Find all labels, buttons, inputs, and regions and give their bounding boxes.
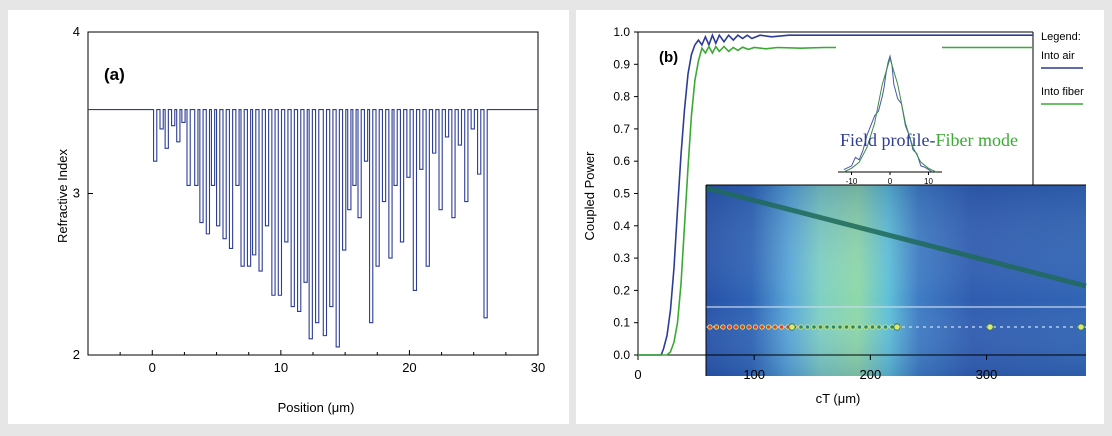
- waveguide-marker: [837, 324, 843, 330]
- panel-b-y-axis-label: Coupled Power: [582, 151, 597, 241]
- refractive-index-line: [88, 108, 538, 348]
- panel-b-y-tick-label: 0.5: [613, 187, 630, 201]
- inset-x-tick-label: -10: [846, 177, 858, 186]
- waveguide-marker: [876, 324, 882, 330]
- panel-a-x-axis-label: Position (μm): [278, 400, 355, 415]
- svg-text:Field profile-Fiber mode: Field profile-Fiber mode: [840, 130, 1018, 150]
- waveguide-marker: [739, 324, 746, 330]
- inset-x-tick-label: 0: [888, 177, 893, 186]
- panel-b-y-tick-label: 0.6: [613, 154, 630, 168]
- panel-b-y-tick-label: 0.3: [613, 251, 630, 265]
- waveguide-marker-large: [1077, 323, 1085, 331]
- series-line-into-fiber: [638, 44, 1033, 356]
- panel-a-y-tick-label: 4: [73, 24, 80, 39]
- panel-b-y-tick-label: 0.1: [613, 316, 630, 330]
- waveguide-marker: [726, 324, 733, 330]
- waveguide-marker: [850, 324, 856, 330]
- inset-title-fiber-mode: Fiber mode: [935, 130, 1018, 150]
- panel-b-y-tick-label: 0.4: [613, 219, 630, 233]
- legend-entry-into-fiber: Into fiber: [1041, 86, 1084, 98]
- field-profile-inset: -10 0 10 Field profile-Fiber mode: [836, 46, 1018, 186]
- legend: Legend: Into air Into fiber: [1041, 31, 1084, 105]
- waveguide-marker-large: [893, 323, 901, 331]
- panel-a-y-tick-label: 3: [73, 186, 80, 201]
- waveguide-marker: [798, 324, 804, 330]
- waveguide-marker: [863, 324, 869, 330]
- waveguide-marker-large: [788, 323, 796, 331]
- waveguide-marker: [733, 324, 739, 330]
- panel-b-x-axis-label: cT (μm): [816, 391, 861, 406]
- panel-a-y-axis-label: Refractive Index: [55, 149, 70, 243]
- panel-b-x-tick-label: 100: [743, 367, 765, 382]
- panel-b-x-tick-label: 0: [634, 367, 641, 382]
- inset-fiber-mode-curve: [843, 56, 937, 173]
- inset-title-field-profile: Field profile-: [840, 130, 935, 150]
- panel-b-y-tick-label: 0.7: [613, 122, 630, 136]
- legend-entry-into-air: Into air: [1041, 50, 1075, 62]
- waveguide-marker: [713, 324, 720, 330]
- panel-b-y-tick-label: 0.2: [613, 283, 630, 297]
- waveguide-marker: [830, 324, 837, 330]
- waveguide-marker: [817, 324, 824, 330]
- waveguide-marker: [720, 324, 726, 330]
- panel-b-label: (b): [659, 49, 678, 66]
- panel-a-x-tick-label: 20: [402, 360, 416, 375]
- panel-a-x-tick-label: 0: [149, 360, 156, 375]
- series-line-into-air: [638, 32, 1033, 356]
- panel-a-x-tick-label: 10: [274, 360, 288, 375]
- waveguide-markers: [707, 323, 1085, 331]
- waveguide-marker: [759, 324, 765, 330]
- waveguide-marker: [869, 324, 876, 330]
- panel-b-y-tick-label: 0.8: [613, 90, 630, 104]
- waveguide-marker-large: [986, 323, 994, 331]
- waveguide-marker: [856, 324, 863, 330]
- waveguide-marker: [778, 324, 785, 330]
- panel-a-label: (a): [104, 65, 125, 84]
- waveguide-marker: [746, 324, 752, 330]
- simulation-field-heatmap: [705, 184, 1087, 376]
- panel-b-y-tick-label: 1.0: [613, 25, 630, 39]
- inset-x-tick-label: 10: [924, 177, 933, 186]
- panel-b-x-tick-label: 200: [860, 367, 882, 382]
- legend-title: Legend:: [1041, 31, 1081, 43]
- waveguide-marker: [843, 324, 850, 330]
- panel-b-x-tick-label: 300: [976, 367, 998, 382]
- panel-b-y-tick-label: 0.0: [613, 348, 630, 362]
- waveguide-marker: [765, 324, 772, 330]
- waveguide-marker: [752, 324, 759, 330]
- waveguide-marker: [824, 324, 830, 330]
- waveguide-marker: [707, 324, 713, 330]
- panel-a-y-tick-label: 2: [73, 347, 80, 362]
- waveguide-marker: [811, 324, 817, 330]
- waveguide-marker: [772, 324, 778, 330]
- waveguide-marker: [804, 324, 811, 330]
- panel-a-x-tick-label: 30: [531, 360, 545, 375]
- panel-b-y-tick-label: 0.9: [613, 57, 630, 71]
- waveguide-marker: [882, 324, 889, 330]
